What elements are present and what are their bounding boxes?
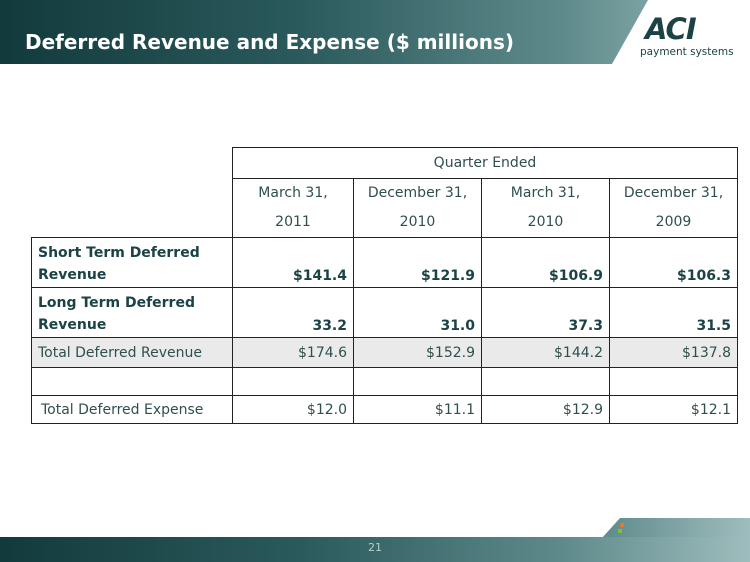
- table-row-total-expense: Total Deferred Expense $12.0 $11.1 $12.9…: [31, 395, 738, 424]
- table-row-spacer: [31, 367, 738, 396]
- brand-mark-icon: [618, 523, 624, 533]
- table-cell: $12.1: [609, 395, 738, 424]
- quarter-ended-header: Quarter Ended: [232, 147, 738, 179]
- row-label: Total Deferred Revenue: [31, 337, 233, 368]
- logo-tagline: payment systems: [640, 46, 734, 58]
- table-cell-empty: [353, 367, 482, 396]
- company-logo: ACI payment systems: [640, 14, 740, 62]
- table-row-total-revenue: Total Deferred Revenue $174.6 $152.9 $14…: [31, 337, 738, 368]
- table-corner-blank: [32, 179, 233, 238]
- column-header: December 31, 2010: [353, 178, 482, 238]
- table-cell-empty: [609, 367, 738, 396]
- table-cell: 31.0: [353, 287, 482, 338]
- table-cell: $144.2: [481, 337, 610, 368]
- deferred-revenue-table: Quarter Ended March 31, 2011 December 31,…: [31, 147, 738, 424]
- table-cell: $11.1: [353, 395, 482, 424]
- table-cell: $137.8: [609, 337, 738, 368]
- table-group-header-row: Quarter Ended: [32, 147, 738, 179]
- table-column-header-row: March 31, 2011 December 31, 2010 March 31,…: [32, 178, 738, 238]
- table-cell: $12.9: [481, 395, 610, 424]
- page-number: 21: [368, 541, 382, 554]
- table-corner-blank: [32, 148, 233, 179]
- table-cell: 33.2: [232, 287, 354, 338]
- column-header: March 31, 2010: [481, 178, 610, 238]
- logo-wordmark: ACI: [645, 12, 697, 46]
- row-label: Short Term Deferred Revenue: [31, 237, 233, 288]
- table-row: Short Term Deferred Revenue $141.4 $121.9…: [31, 237, 738, 288]
- table-cell-empty: [481, 367, 610, 396]
- column-header: March 31, 2011: [232, 178, 354, 238]
- table-cell: $106.3: [609, 237, 738, 288]
- table-cell: $152.9: [353, 337, 482, 368]
- row-label: Total Deferred Expense: [31, 395, 233, 424]
- table-cell: 37.3: [481, 287, 610, 338]
- table-cell: 31.5: [609, 287, 738, 338]
- column-header: December 31, 2009: [609, 178, 738, 238]
- table-cell-empty: [232, 367, 354, 396]
- slide-title: Deferred Revenue and Expense ($ millions…: [25, 30, 515, 54]
- table-cell: $174.6: [232, 337, 354, 368]
- table-cell: $141.4: [232, 237, 354, 288]
- row-label: Long Term Deferred Revenue: [31, 287, 233, 338]
- footer-notch: [602, 518, 750, 538]
- table-cell: $121.9: [353, 237, 482, 288]
- table-row: Long Term Deferred Revenue 33.2 31.0 37.3…: [31, 287, 738, 338]
- footer-bar: [0, 537, 750, 562]
- table-cell-empty: [31, 367, 233, 396]
- table-cell: $106.9: [481, 237, 610, 288]
- table-cell: $12.0: [232, 395, 354, 424]
